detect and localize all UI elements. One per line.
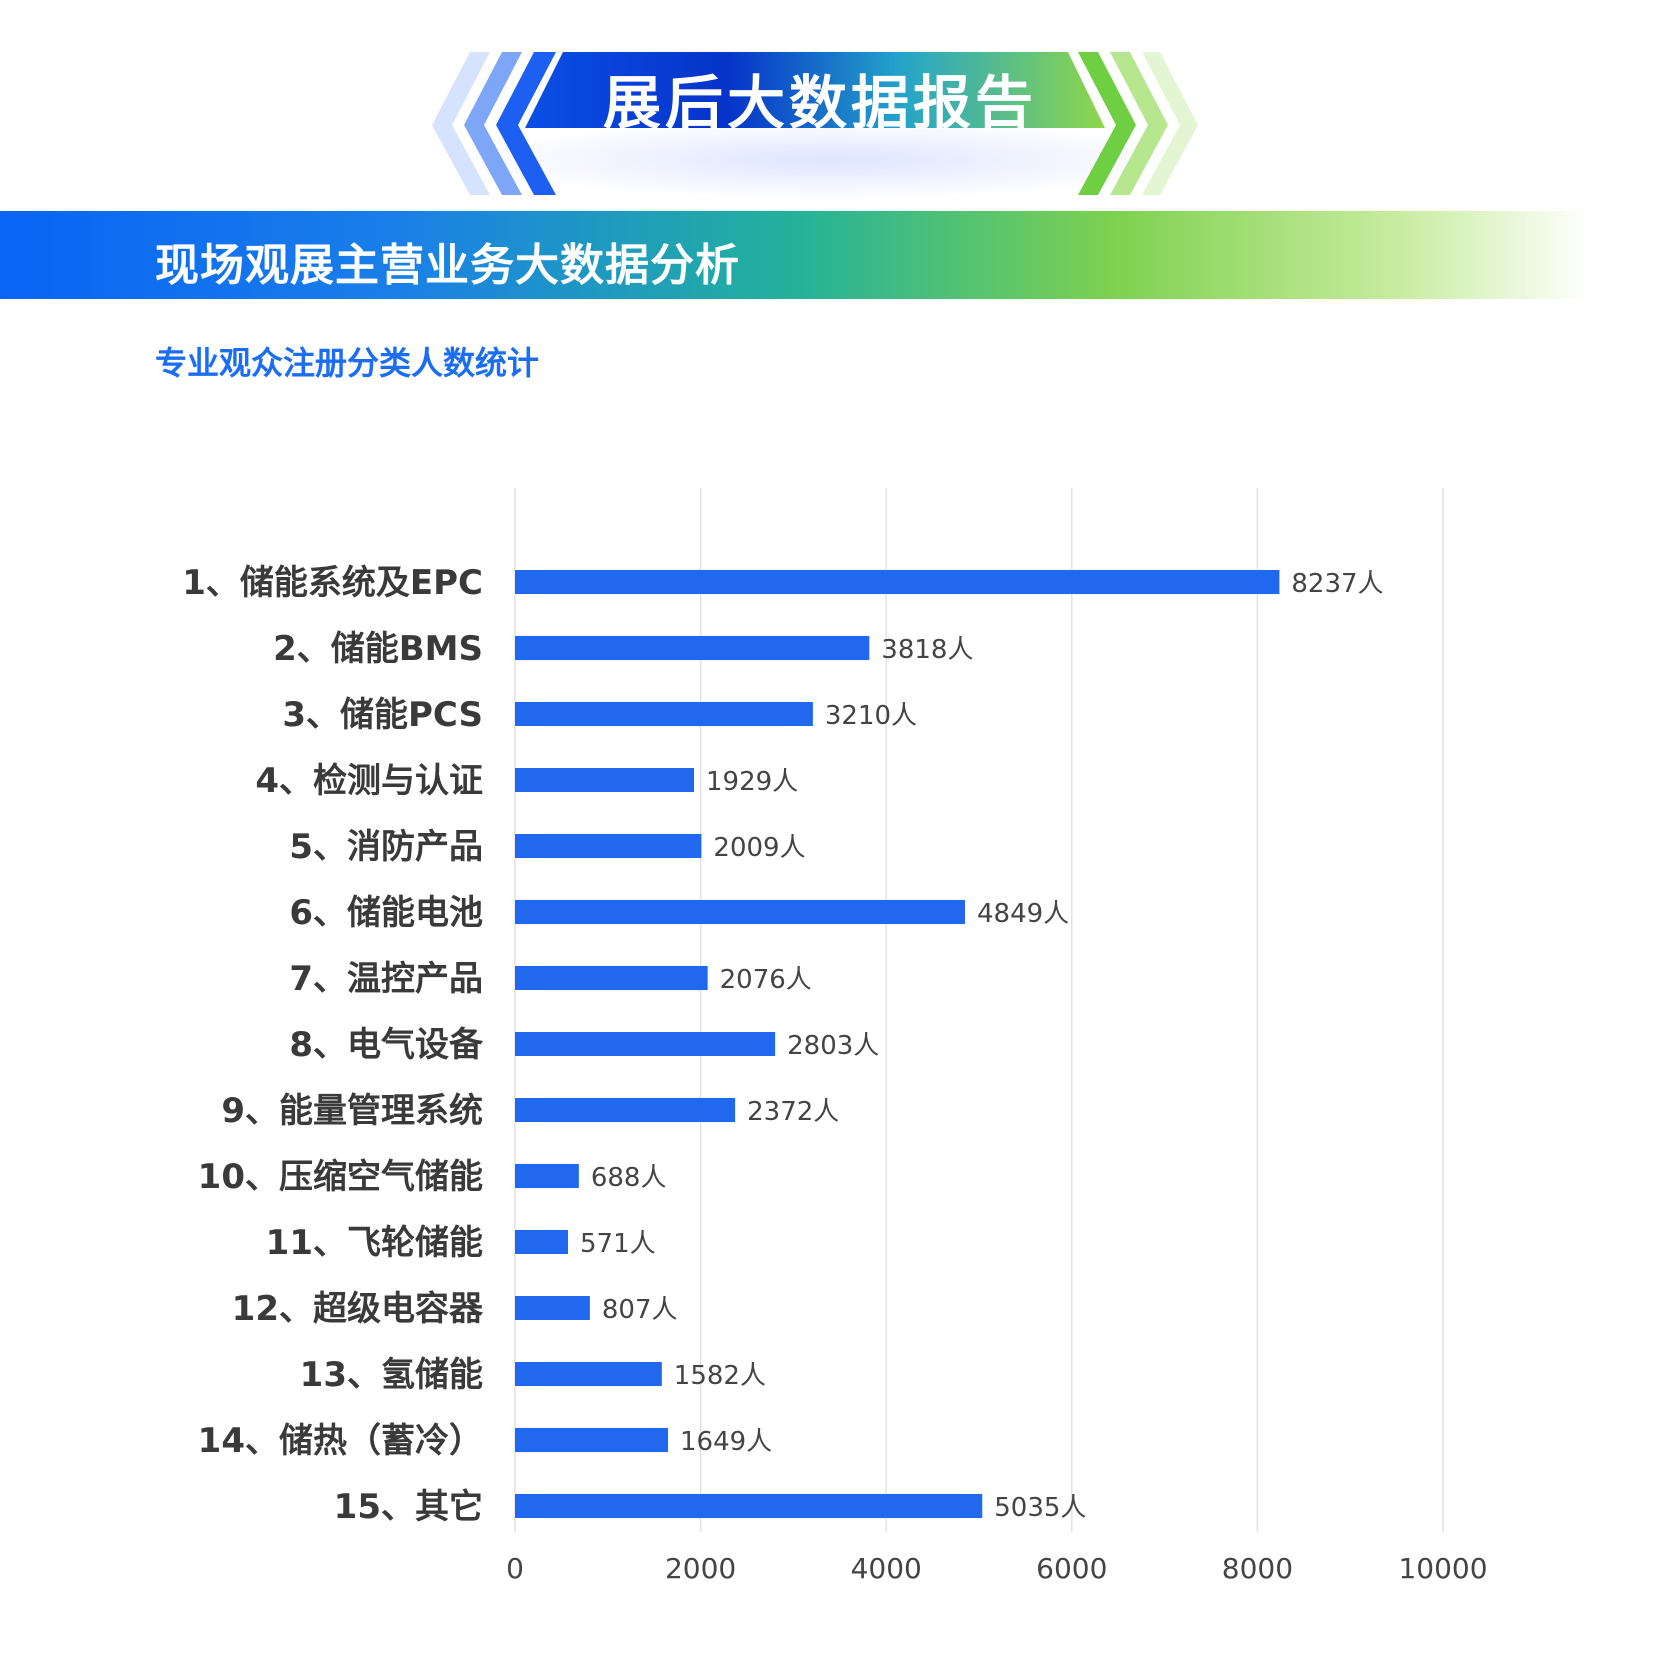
bar: [515, 1494, 983, 1518]
x-tick-label: 8000: [1222, 1552, 1293, 1585]
report-banner: 展后大数据报告: [0, 0, 1654, 200]
category-label: 8、电气设备: [289, 1025, 484, 1065]
bar: [515, 1164, 579, 1188]
category-label: 3、储能PCS: [282, 695, 483, 735]
right-chevron-3: [1142, 52, 1198, 195]
chart-subtitle: 专业观众注册分类人数统计: [155, 344, 540, 382]
bar: [515, 1362, 662, 1386]
data-label: 5035人: [994, 1493, 1086, 1523]
category-label: 4、检测与认证: [255, 761, 483, 801]
x-tick-label: 6000: [1036, 1552, 1107, 1585]
data-label: 688人: [591, 1163, 667, 1193]
bar: [515, 636, 870, 660]
left-chevron-2: [464, 52, 522, 195]
bar: [515, 702, 813, 726]
data-label: 3210人: [825, 701, 917, 731]
x-tick-label: 4000: [851, 1552, 922, 1585]
category-label: 11、飞轮储能: [266, 1223, 483, 1263]
x-tick-label: 2000: [665, 1552, 736, 1585]
data-label: 3818人: [881, 635, 973, 665]
bar: [515, 900, 965, 924]
category-label: 7、温控产品: [289, 959, 483, 999]
category-label: 6、储能电池: [289, 893, 483, 933]
bar-chart: 0 2000 4000 6000 8000 10000 1、储能系统及EPC 8237人 2、储…: [182, 488, 1488, 1585]
bar: [515, 1032, 776, 1056]
category-label: 5、消防产品: [289, 827, 483, 867]
right-chevron-2: [1110, 52, 1168, 195]
bar: [515, 768, 695, 792]
category-label: 13、氢储能: [300, 1355, 483, 1395]
left-chevron-1: [432, 52, 490, 195]
data-label: 571人: [580, 1229, 656, 1259]
data-label: 2009人: [713, 833, 805, 863]
data-label: 2372人: [747, 1097, 839, 1127]
data-label: 807人: [602, 1295, 678, 1325]
data-label: 2803人: [787, 1031, 879, 1061]
data-label: 2076人: [720, 965, 812, 995]
data-label: 1582人: [674, 1361, 766, 1391]
report-title: 展后大数据报告: [602, 69, 1037, 137]
category-label: 1、储能系统及EPC: [182, 563, 483, 603]
right-chevron-1: [1078, 52, 1136, 195]
category-label: 12、超级电容器: [232, 1289, 484, 1329]
x-tick-label: 10000: [1398, 1552, 1487, 1585]
bar: [515, 1230, 568, 1254]
section-bar: [0, 211, 1590, 299]
left-chevron-3: [496, 52, 556, 195]
category-label: 9、能量管理系统: [221, 1091, 483, 1131]
category-label: 10、压缩空气储能: [198, 1157, 483, 1197]
data-label: 8237人: [1291, 569, 1383, 599]
section-title: 现场观展主营业务大数据分析: [155, 240, 740, 291]
category-label: 2、储能BMS: [273, 629, 483, 669]
bar: [515, 966, 708, 990]
banner-graphic: [432, 52, 1198, 195]
banner-glow: [470, 120, 1190, 200]
x-tick-label: 0: [506, 1552, 524, 1585]
category-label: 15、其它: [334, 1487, 483, 1527]
bar: [515, 1428, 669, 1452]
category-label: 14、储热（蓄冷）: [198, 1421, 483, 1461]
data-label: 1929人: [706, 767, 798, 797]
data-label: 1649人: [680, 1427, 772, 1457]
bar: [515, 570, 1280, 594]
bar: [515, 834, 702, 858]
data-label: 4849人: [977, 899, 1069, 929]
banner-body: [525, 52, 1105, 128]
bar: [515, 1296, 590, 1320]
bar: [515, 1098, 736, 1122]
